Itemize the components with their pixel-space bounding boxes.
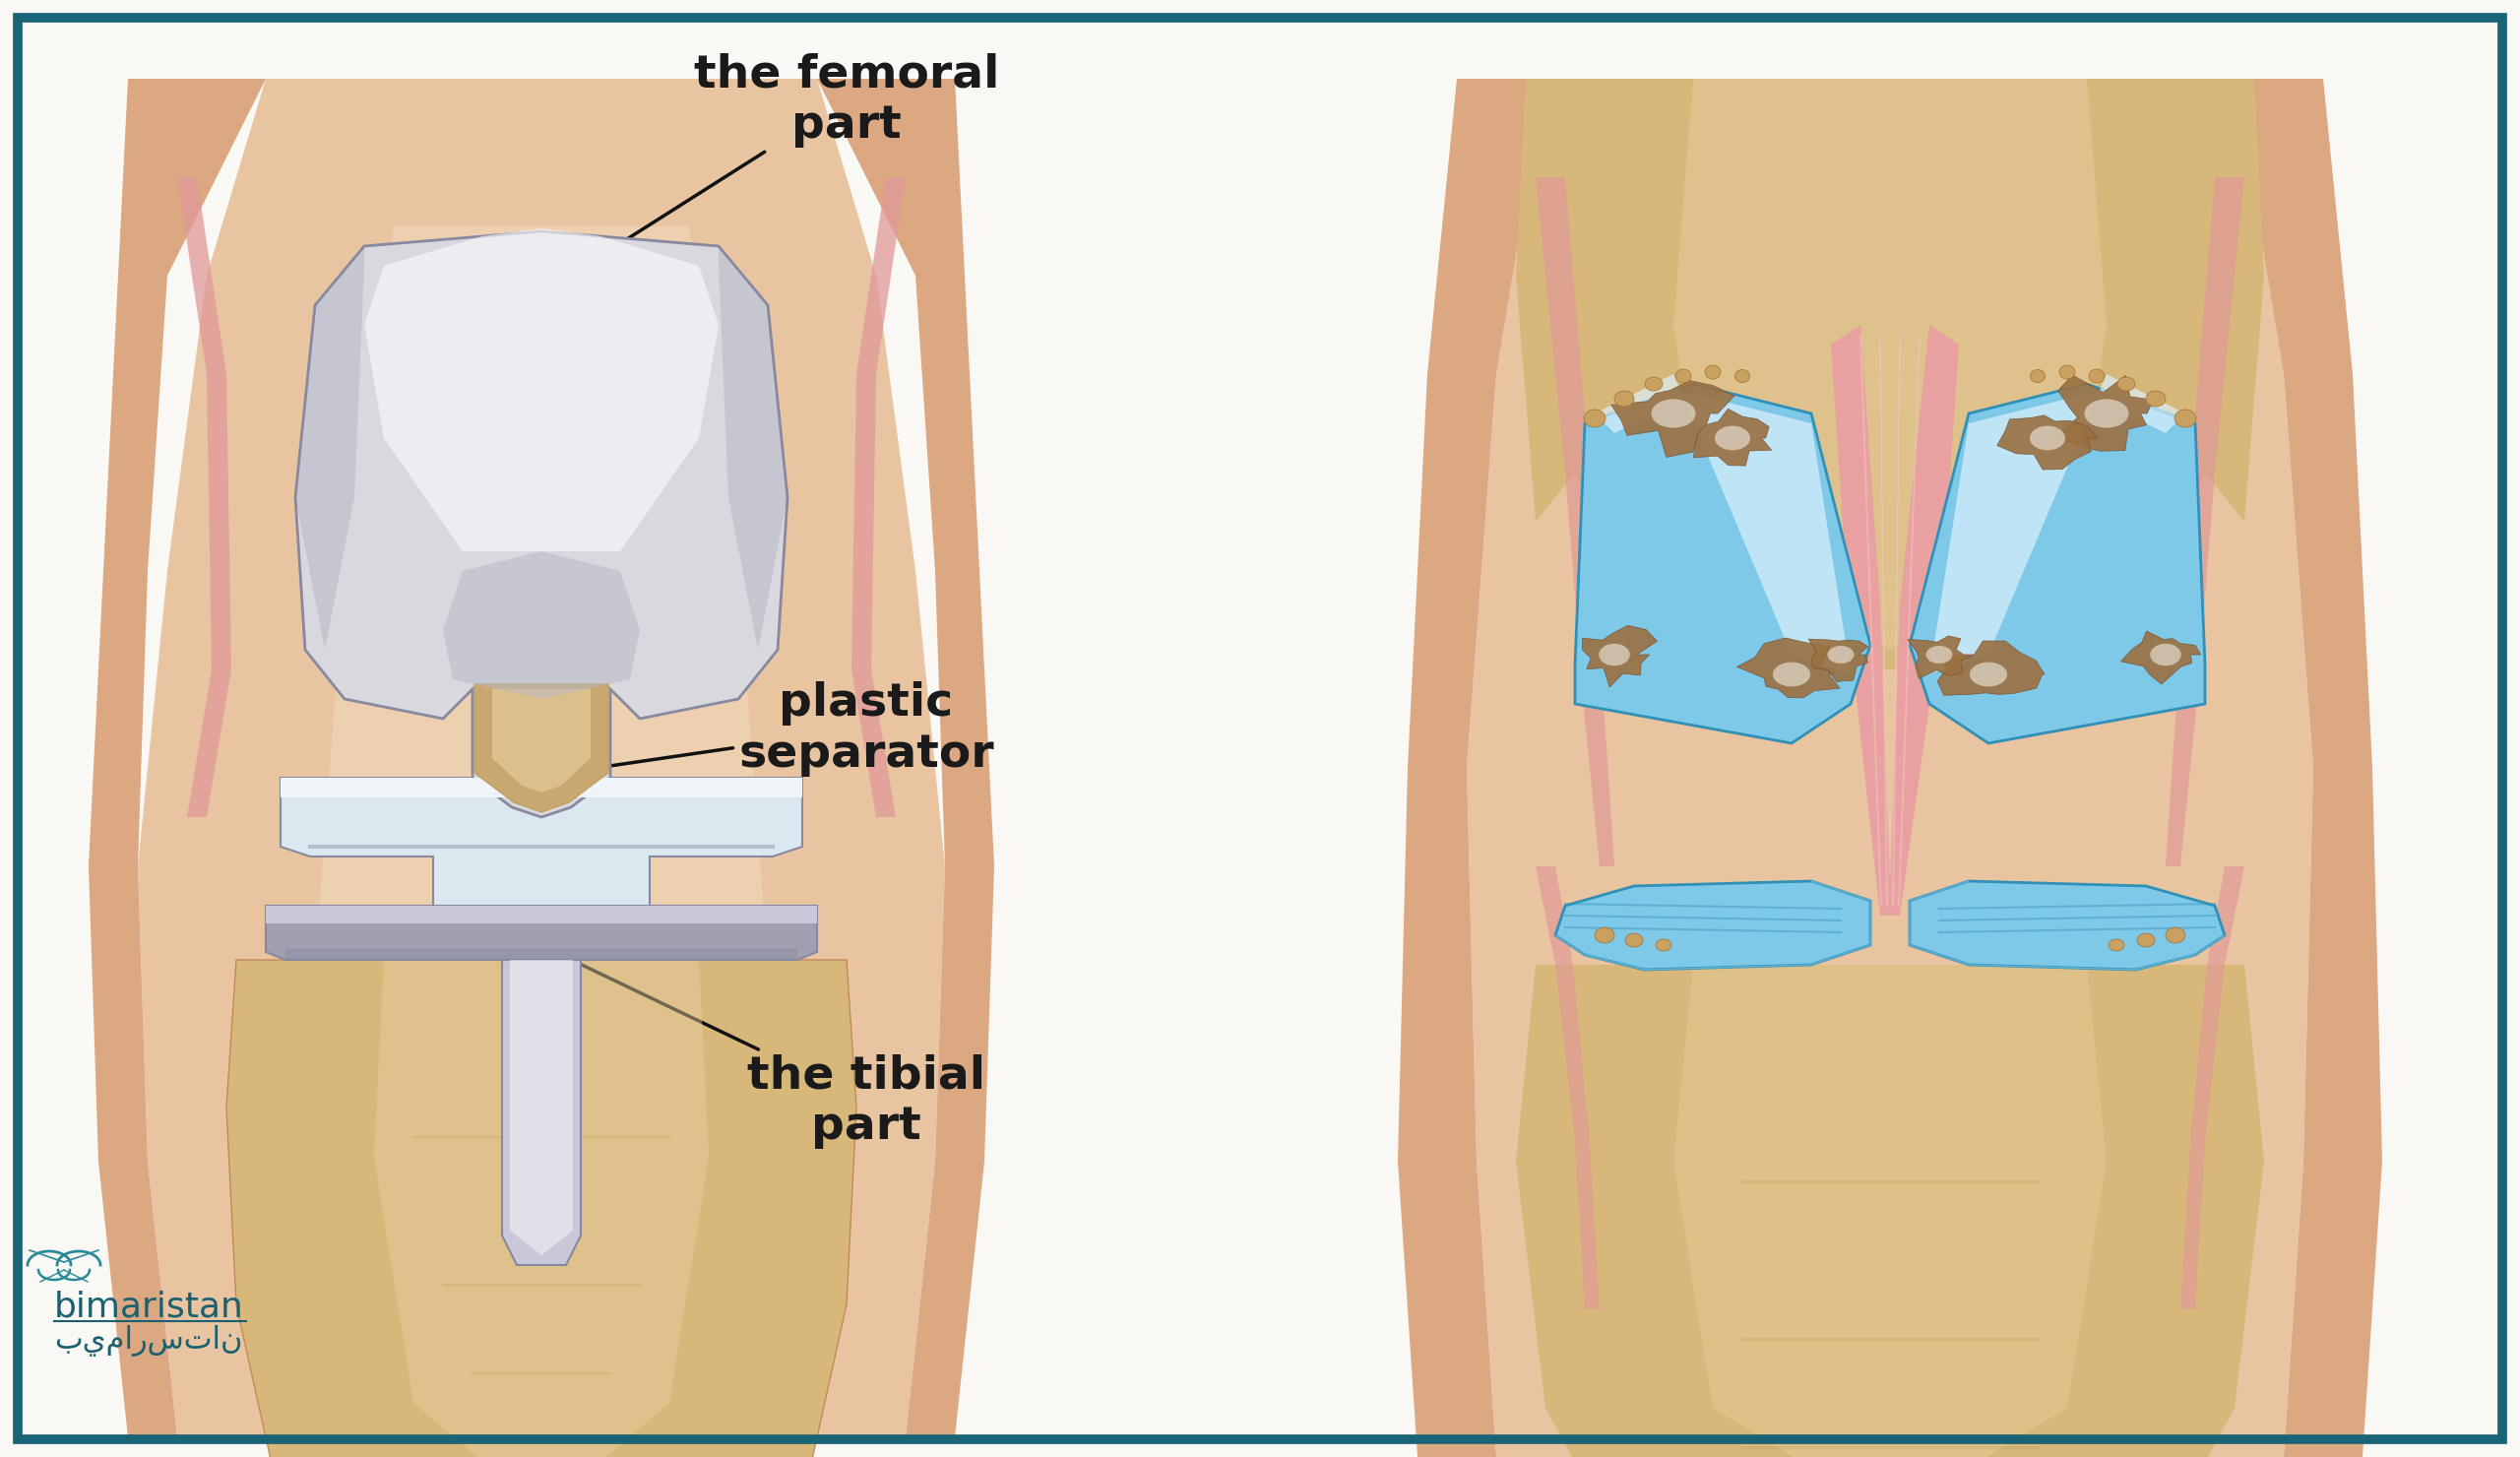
Polygon shape xyxy=(1517,965,2263,1457)
Ellipse shape xyxy=(1651,399,1696,428)
Polygon shape xyxy=(1809,640,1867,682)
Ellipse shape xyxy=(2117,377,2134,390)
Ellipse shape xyxy=(1827,645,1855,663)
Polygon shape xyxy=(1517,79,2263,669)
Polygon shape xyxy=(509,960,572,1254)
Text: the femoral
part: the femoral part xyxy=(605,52,1000,252)
Ellipse shape xyxy=(2029,425,2066,450)
Ellipse shape xyxy=(1925,645,1953,663)
Ellipse shape xyxy=(2109,940,2124,951)
Polygon shape xyxy=(1910,881,2225,970)
Polygon shape xyxy=(1673,79,2107,650)
Polygon shape xyxy=(2122,631,2200,685)
Polygon shape xyxy=(265,906,816,924)
Ellipse shape xyxy=(1772,661,1809,686)
Text: بيمارستان: بيمارستان xyxy=(53,1324,242,1356)
Polygon shape xyxy=(2056,374,2152,452)
Polygon shape xyxy=(2165,178,2245,867)
Text: the tibial
part: the tibial part xyxy=(567,957,985,1150)
Polygon shape xyxy=(285,949,796,960)
Ellipse shape xyxy=(1646,377,1663,390)
Polygon shape xyxy=(1467,79,2313,1457)
Polygon shape xyxy=(474,685,607,812)
Polygon shape xyxy=(373,960,708,1457)
Polygon shape xyxy=(280,778,801,906)
Polygon shape xyxy=(491,689,590,793)
Ellipse shape xyxy=(2089,369,2104,383)
Ellipse shape xyxy=(1714,425,1751,450)
Polygon shape xyxy=(315,226,769,1358)
Ellipse shape xyxy=(1595,927,1615,943)
Polygon shape xyxy=(1930,374,2185,675)
Polygon shape xyxy=(1908,635,1973,679)
Ellipse shape xyxy=(2175,409,2195,427)
Polygon shape xyxy=(139,79,945,1437)
Polygon shape xyxy=(816,79,995,1437)
Polygon shape xyxy=(265,906,816,960)
Ellipse shape xyxy=(1625,934,1643,947)
Polygon shape xyxy=(1736,638,1840,698)
Polygon shape xyxy=(852,178,905,817)
Polygon shape xyxy=(1595,374,1850,675)
Polygon shape xyxy=(501,960,580,1265)
Polygon shape xyxy=(1583,625,1658,688)
Polygon shape xyxy=(1910,385,2205,743)
Ellipse shape xyxy=(2147,390,2165,407)
Polygon shape xyxy=(1610,380,1734,457)
Ellipse shape xyxy=(2031,370,2046,383)
Ellipse shape xyxy=(2137,934,2155,947)
Polygon shape xyxy=(2180,867,2245,1310)
Polygon shape xyxy=(1399,79,1545,1457)
Ellipse shape xyxy=(2084,399,2129,428)
Polygon shape xyxy=(444,551,640,699)
Ellipse shape xyxy=(1598,644,1630,666)
Ellipse shape xyxy=(2165,927,2185,943)
Polygon shape xyxy=(176,178,232,817)
Polygon shape xyxy=(1535,178,1615,867)
Polygon shape xyxy=(1535,867,1600,1310)
Polygon shape xyxy=(295,246,365,650)
Polygon shape xyxy=(1693,409,1772,466)
Ellipse shape xyxy=(1676,369,1691,383)
Polygon shape xyxy=(1555,881,1870,970)
Ellipse shape xyxy=(1585,409,1605,427)
Ellipse shape xyxy=(1706,366,1721,379)
Polygon shape xyxy=(88,79,265,1437)
Ellipse shape xyxy=(2059,366,2074,379)
Polygon shape xyxy=(2235,79,2381,1457)
Text: bimaristan: bimaristan xyxy=(53,1291,244,1324)
Polygon shape xyxy=(1575,385,1870,743)
Polygon shape xyxy=(295,232,786,817)
Polygon shape xyxy=(718,246,786,650)
Polygon shape xyxy=(227,960,857,1457)
Ellipse shape xyxy=(1656,940,1671,951)
Ellipse shape xyxy=(2150,644,2182,666)
Ellipse shape xyxy=(1734,370,1749,383)
Text: plastic
separator: plastic separator xyxy=(401,680,993,800)
Polygon shape xyxy=(1832,325,1958,915)
Polygon shape xyxy=(365,229,718,551)
Polygon shape xyxy=(1938,641,2044,695)
Ellipse shape xyxy=(1615,390,1633,407)
Ellipse shape xyxy=(1971,661,2008,686)
Polygon shape xyxy=(1996,415,2099,469)
Polygon shape xyxy=(1673,965,2107,1457)
Polygon shape xyxy=(280,778,801,797)
